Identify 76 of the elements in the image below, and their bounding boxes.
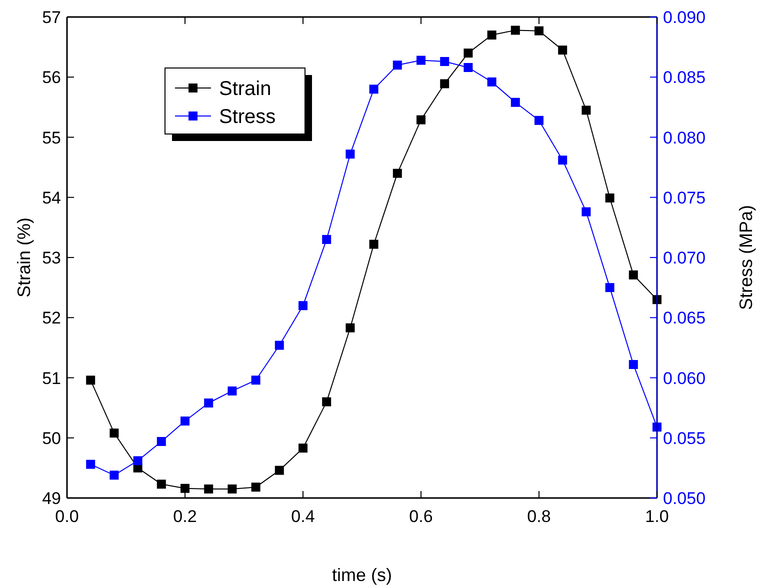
y2-tick-label: 0.065 (663, 308, 706, 328)
point (180, 484, 190, 493)
x-tick-label: 0.2 (173, 507, 197, 526)
point (605, 193, 614, 202)
point (322, 234, 332, 244)
point (86, 376, 96, 385)
x-tick-label: 0.4 (291, 507, 315, 526)
point (582, 106, 591, 115)
point (558, 46, 568, 55)
point (628, 270, 638, 280)
point (274, 340, 284, 350)
point (251, 376, 260, 385)
point (534, 116, 544, 125)
point (487, 30, 496, 40)
y2-axis-title: Stress (MPa) (736, 204, 756, 310)
point (110, 428, 119, 438)
point (510, 98, 520, 107)
x-tick-label: 1.0 (645, 507, 669, 526)
y2-tick-label: 0.055 (663, 428, 706, 448)
point (86, 460, 96, 469)
point (582, 207, 591, 216)
point (298, 301, 308, 310)
x-axis-title: time (s) (332, 565, 392, 585)
point (156, 480, 166, 489)
y2-tick-label: 0.060 (663, 368, 706, 388)
point (416, 115, 426, 124)
legend-label: Stress (219, 106, 276, 128)
point (392, 168, 402, 178)
point (204, 398, 214, 408)
point (228, 386, 237, 396)
y-tick-label: 55 (42, 128, 61, 148)
point (274, 466, 284, 475)
point (133, 456, 142, 466)
y-tick-label: 50 (42, 428, 61, 448)
point (558, 156, 568, 165)
y-tick-label: 54 (42, 188, 61, 208)
x-tick-label: 0.0 (55, 507, 79, 526)
legend-label: Strain (219, 78, 272, 100)
point (251, 482, 260, 492)
point (464, 63, 473, 72)
point (110, 470, 119, 480)
y-tick-label: 51 (42, 368, 61, 388)
y2-tick-label: 0.085 (663, 68, 706, 88)
y-tick-label: 52 (42, 308, 61, 328)
y2-tick-label: 0.075 (663, 188, 706, 208)
y2-tick-label: 0.080 (663, 128, 706, 148)
point (534, 26, 544, 36)
point (440, 79, 450, 88)
point (369, 84, 378, 94)
y2-tick-label: 0.050 (663, 489, 706, 508)
y2-tick-label: 0.090 (663, 8, 706, 27)
y-tick-label: 56 (42, 68, 61, 88)
point (346, 323, 355, 332)
point (369, 240, 378, 249)
y-tick-label: 57 (42, 8, 61, 27)
y-tick-label: 53 (42, 248, 61, 268)
x-tick-label: 0.6 (409, 507, 433, 526)
point (392, 60, 402, 70)
x-tick-label: 0.8 (527, 507, 551, 526)
point (346, 150, 355, 159)
y-tick-label: 49 (42, 489, 61, 508)
point (440, 56, 450, 66)
point (628, 360, 638, 370)
point (156, 436, 166, 446)
point (204, 484, 214, 494)
y-axis-title: Strain (%) (14, 217, 34, 298)
point (322, 397, 332, 406)
point (487, 77, 496, 86)
y2-tick-label: 0.070 (663, 248, 706, 268)
point (228, 484, 237, 494)
point (180, 416, 190, 426)
point (605, 283, 614, 292)
point (464, 48, 473, 58)
point (298, 444, 308, 453)
point (416, 56, 426, 65)
point (510, 26, 520, 35)
